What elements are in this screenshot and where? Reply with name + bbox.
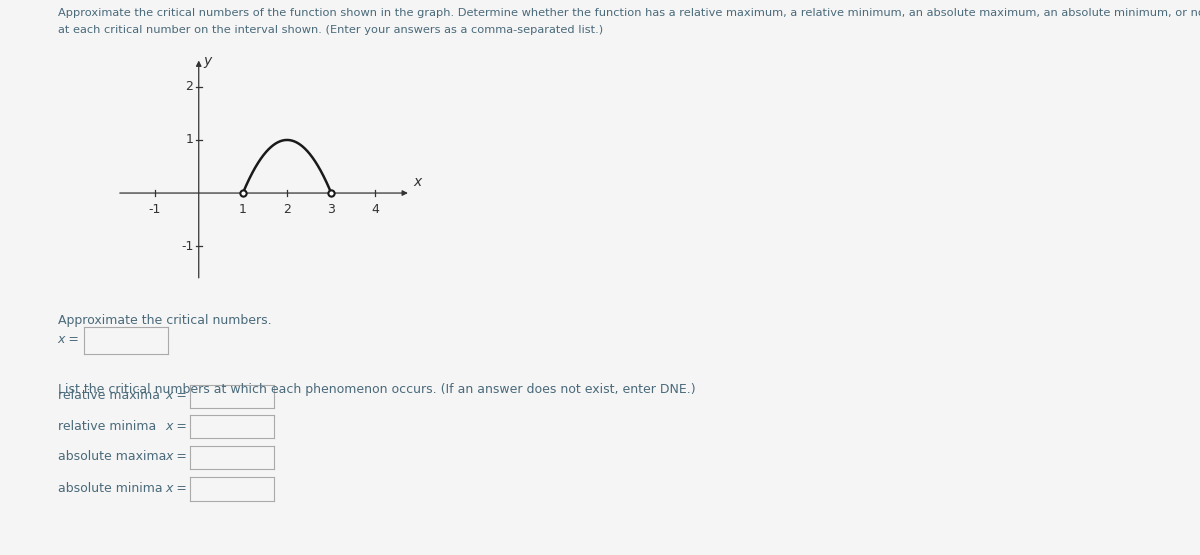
Text: -1: -1 bbox=[149, 203, 161, 215]
Text: x =: x = bbox=[58, 333, 79, 346]
Text: Approximate the critical numbers of the function shown in the graph. Determine w: Approximate the critical numbers of the … bbox=[58, 8, 1200, 18]
Text: x =: x = bbox=[166, 389, 187, 402]
Text: 1: 1 bbox=[186, 133, 193, 147]
Text: x =: x = bbox=[166, 420, 187, 433]
Text: x: x bbox=[413, 175, 421, 189]
Text: relative minima: relative minima bbox=[58, 420, 156, 433]
Text: absolute maxima: absolute maxima bbox=[58, 450, 166, 463]
Text: -1: -1 bbox=[181, 240, 193, 253]
Text: at each critical number on the interval shown. (Enter your answers as a comma-se: at each critical number on the interval … bbox=[58, 25, 602, 35]
Text: 2: 2 bbox=[283, 203, 292, 215]
Text: 3: 3 bbox=[328, 203, 335, 215]
Text: y: y bbox=[203, 54, 211, 68]
Text: relative maxima: relative maxima bbox=[58, 389, 160, 402]
Text: 2: 2 bbox=[186, 80, 193, 93]
Text: x =: x = bbox=[166, 482, 187, 495]
Text: 4: 4 bbox=[372, 203, 379, 215]
Text: absolute minima: absolute minima bbox=[58, 482, 162, 495]
Text: Approximate the critical numbers.: Approximate the critical numbers. bbox=[58, 314, 271, 326]
Text: List the critical numbers at which each phenomenon occurs. (If an answer does no: List the critical numbers at which each … bbox=[58, 383, 695, 396]
Text: 1: 1 bbox=[239, 203, 247, 215]
Text: x =: x = bbox=[166, 450, 187, 463]
